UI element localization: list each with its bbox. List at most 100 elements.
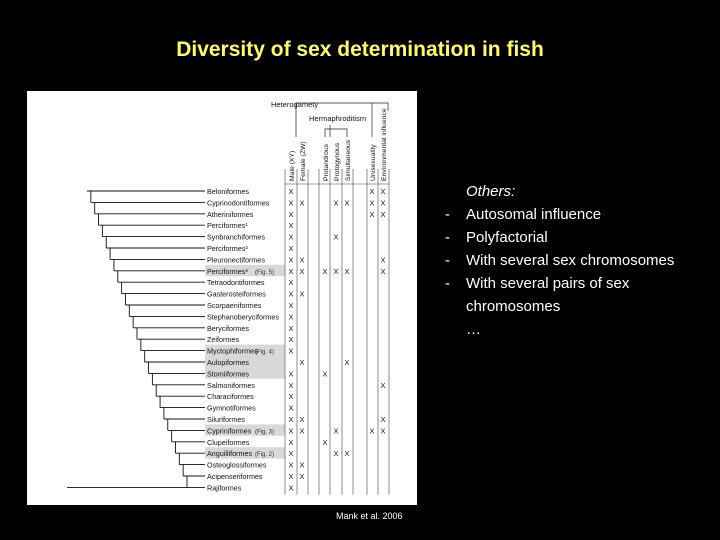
presence-mark: X bbox=[380, 267, 385, 276]
presence-mark: X bbox=[288, 267, 293, 276]
notes-header: Others: bbox=[466, 183, 516, 200]
taxon-label: Osteoglossiformes bbox=[207, 461, 267, 470]
taxon-label: Cyprinodontiformes bbox=[207, 198, 270, 207]
tree-branches bbox=[67, 190, 205, 488]
bracket bbox=[324, 128, 348, 137]
bullet-marker: - bbox=[445, 229, 450, 246]
presence-mark: X bbox=[288, 244, 293, 253]
presence-mark: X bbox=[288, 255, 293, 264]
taxon-label: Rajiformes bbox=[207, 483, 242, 492]
taxon-label: Characiformes bbox=[207, 392, 254, 401]
presence-mark: X bbox=[288, 198, 293, 207]
taxon-label: Anguilliformes bbox=[207, 449, 253, 458]
taxon-label: Siluriformes bbox=[207, 415, 245, 424]
presence-mark: X bbox=[380, 255, 385, 264]
column-header: Male (XY) bbox=[289, 151, 296, 181]
presence-mark: X bbox=[299, 415, 304, 424]
taxon-label: Myctophiformes bbox=[207, 347, 258, 356]
taxon-label: Scorpaeniformes bbox=[207, 301, 262, 310]
highlight-box bbox=[205, 424, 285, 436]
presence-mark: X bbox=[333, 449, 338, 458]
taxon-label: Perciformes³ bbox=[207, 267, 248, 276]
note-item: - Polyfactorial bbox=[440, 226, 715, 249]
taxon-label: Stephanoberyciformes bbox=[207, 312, 279, 321]
presence-mark: X bbox=[288, 483, 293, 492]
taxon-label: Stomiiformes bbox=[207, 369, 249, 378]
taxon-label: Aulopiformes bbox=[207, 358, 249, 367]
figure-credit: Mank et al. 2006 bbox=[336, 511, 403, 521]
column-header: Female (ZW) bbox=[300, 141, 307, 181]
presence-mark: X bbox=[369, 198, 374, 207]
presence-mark: X bbox=[288, 438, 293, 447]
note-text: Polyfactorial bbox=[466, 229, 548, 246]
presence-mark: X bbox=[288, 278, 293, 287]
taxon-label: Acipenseriformes bbox=[207, 472, 263, 481]
figure-reference: (Fig. 3) bbox=[255, 429, 274, 435]
taxon-label: Perciformes¹ bbox=[207, 221, 248, 230]
presence-mark: X bbox=[288, 381, 293, 390]
presence-mark: X bbox=[288, 369, 293, 378]
presence-mark: X bbox=[288, 187, 293, 196]
column-header: Simultaneous bbox=[345, 139, 352, 181]
presence-mark: X bbox=[299, 426, 304, 435]
presence-mark: X bbox=[333, 233, 338, 242]
presence-mark: X bbox=[288, 301, 293, 310]
presence-mark: X bbox=[333, 426, 338, 435]
taxon-label: Tetraodontiformes bbox=[207, 278, 265, 287]
highlight-box bbox=[205, 264, 285, 277]
presence-mark: X bbox=[288, 290, 293, 299]
bracket bbox=[295, 102, 389, 111]
column-header: Environmental influence bbox=[381, 108, 388, 181]
note-text: With several pairs of sex chromosomes bbox=[466, 275, 630, 315]
taxon-label: Clupeiformes bbox=[207, 438, 250, 447]
presence-mark: X bbox=[369, 187, 374, 196]
presence-mark: X bbox=[333, 198, 338, 207]
highlight-box bbox=[205, 356, 285, 368]
highlight-box bbox=[205, 447, 285, 459]
presence-mark: X bbox=[380, 381, 385, 390]
highlight-box bbox=[205, 344, 285, 356]
presence-mark: X bbox=[369, 426, 374, 435]
group-label-heterogamety: Heterogamety bbox=[271, 100, 318, 109]
presence-mark: X bbox=[288, 392, 293, 401]
presence-mark: X bbox=[288, 221, 293, 230]
figure-reference: (Fig. 4) bbox=[255, 350, 274, 356]
presence-mark: X bbox=[380, 415, 385, 424]
highlight-box bbox=[205, 367, 285, 379]
presence-mark: X bbox=[299, 472, 304, 481]
presence-mark: X bbox=[288, 415, 293, 424]
bullet-marker: - bbox=[445, 275, 450, 292]
taxon-label: Zeiformes bbox=[207, 335, 239, 344]
note-item: - Autosomal influence bbox=[440, 203, 715, 226]
presence-mark: X bbox=[299, 358, 304, 367]
note-item: - With several pairs of sex chromosomes bbox=[440, 272, 715, 318]
presence-mark: X bbox=[380, 210, 385, 219]
notes-ellipsis: … bbox=[466, 321, 481, 338]
notes-panel: Others: - Autosomal influence - Polyfactor… bbox=[440, 180, 715, 341]
presence-mark: X bbox=[288, 324, 293, 333]
column-header: Unisexuality bbox=[370, 144, 377, 181]
presence-mark: X bbox=[344, 449, 349, 458]
presence-mark: X bbox=[344, 198, 349, 207]
phylogeny-figure: Beloniformes X X X Cyprinodontiformes X X X X X X A… bbox=[27, 91, 417, 505]
column-header: Protandrous bbox=[323, 143, 330, 181]
group-label-hermaphroditism: Hermaphroditism bbox=[309, 114, 366, 123]
taxon-label: Gymnotiformes bbox=[207, 404, 256, 413]
presence-mark: X bbox=[288, 404, 293, 413]
presence-mark: X bbox=[288, 312, 293, 321]
slide-title: Diversity of sex determination in fish bbox=[176, 38, 544, 61]
presence-mark: X bbox=[288, 210, 293, 219]
presence-mark: X bbox=[380, 187, 385, 196]
presence-mark: X bbox=[288, 449, 293, 458]
presence-mark: X bbox=[322, 369, 327, 378]
presence-mark: X bbox=[288, 347, 293, 356]
presence-mark: X bbox=[344, 358, 349, 367]
column-header: Protogynous bbox=[334, 142, 341, 181]
taxon-label: Salmoniformes bbox=[207, 381, 255, 390]
bracket-stem bbox=[295, 103, 373, 137]
taxon-label: Synbranchiformes bbox=[207, 233, 265, 242]
taxon-label: Pleuronectiformes bbox=[207, 255, 265, 264]
presence-mark: X bbox=[288, 335, 293, 344]
taxon-label: Cypriniformes bbox=[207, 426, 252, 435]
presence-mark: X bbox=[288, 233, 293, 242]
